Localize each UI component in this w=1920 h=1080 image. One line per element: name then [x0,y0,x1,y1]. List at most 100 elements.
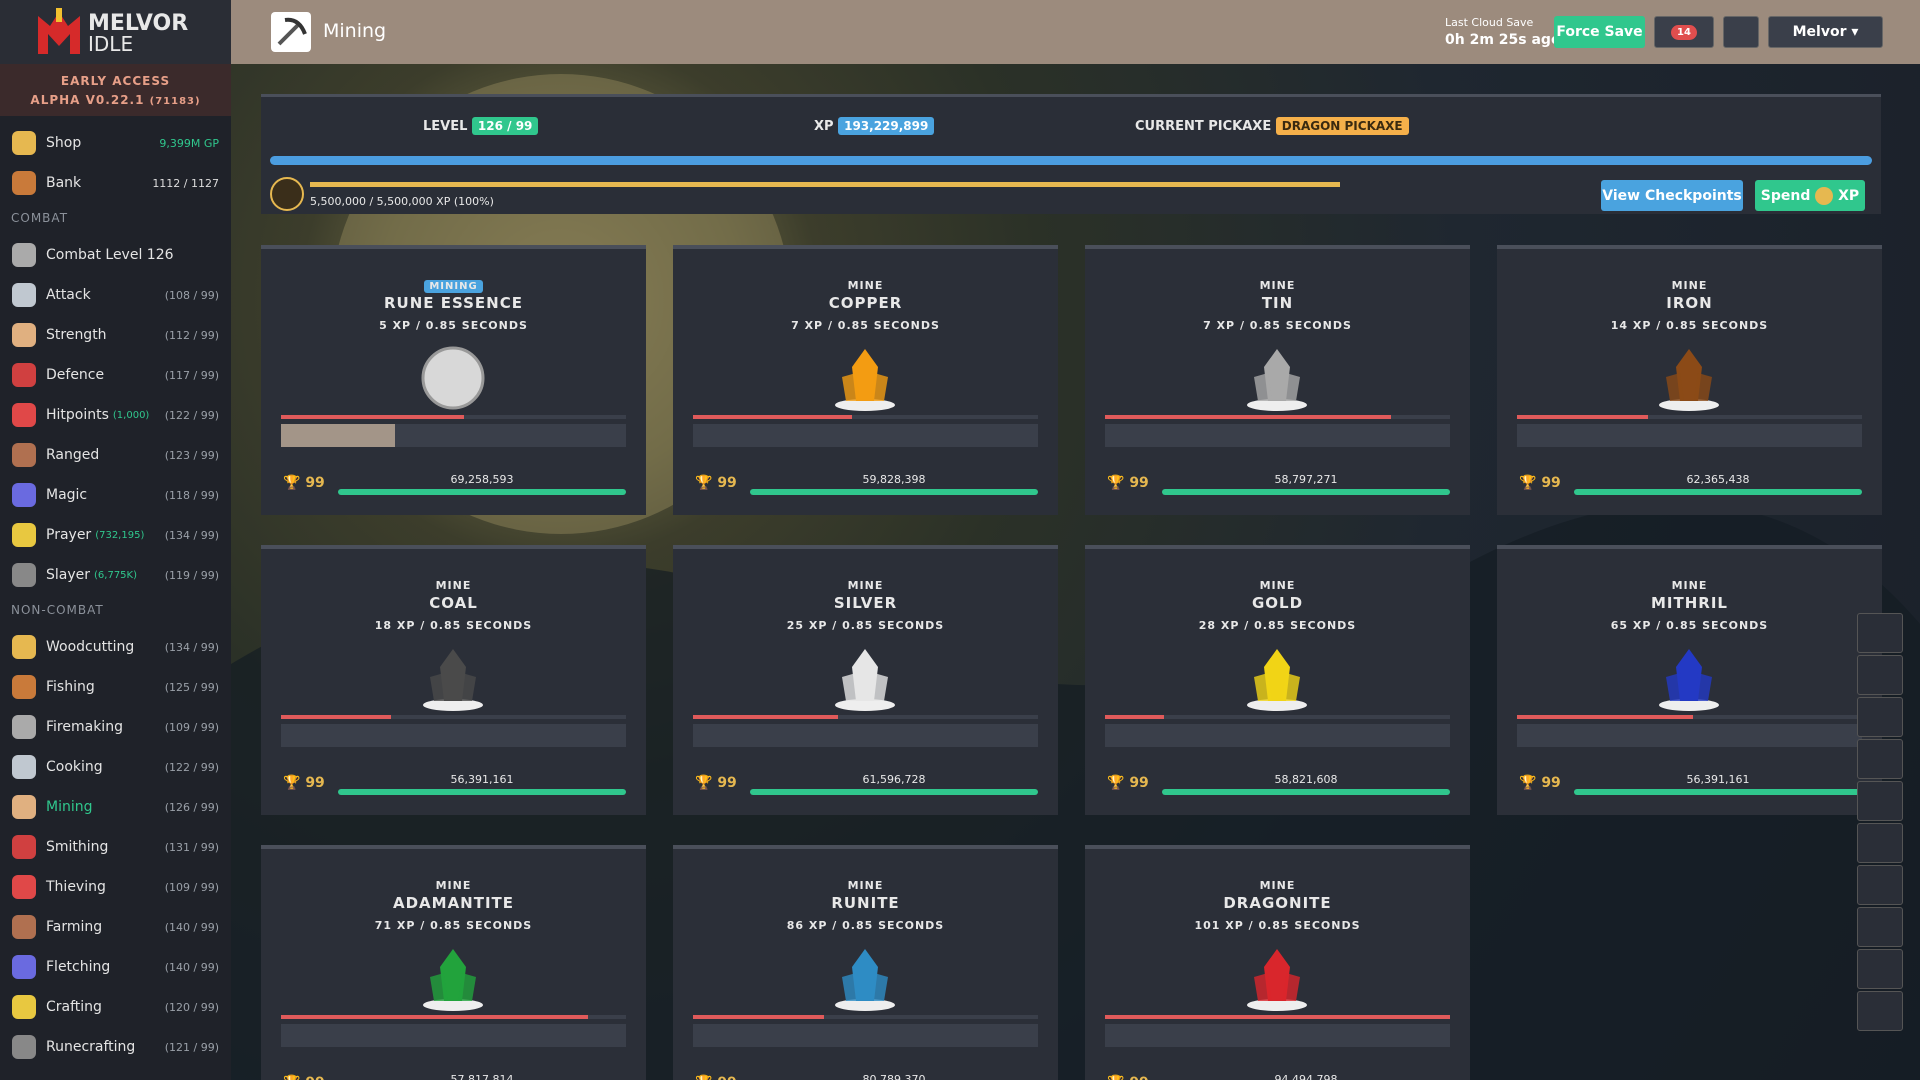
mastery-level-text: 99 [305,475,325,491]
skill-icon [12,635,36,659]
hp-track [1105,415,1450,419]
force-save-button[interactable]: Force Save [1554,16,1645,48]
rock-rate: 65 XP / 0.85 SECONDS [1610,619,1769,632]
pool-text: 5,500,000 / 5,500,000 XP (100%) [310,195,494,208]
xp-label: XP [814,119,834,134]
hp-bar [693,415,852,419]
skill-icon [12,443,36,467]
hp-track [693,1015,1038,1019]
user-menu[interactable]: Melvor ▾ [1768,16,1883,48]
item-name: Magic [46,487,88,503]
skill-icon [12,955,36,979]
sidebar-item[interactable]: Combat Level 126 [0,235,231,275]
rock-card[interactable]: MINE DRAGONITE 101 XP / 0.85 SECONDS 🏆 99 94… [1085,845,1470,1080]
logo-subtitle: IDLE [88,32,134,56]
sidebar-item[interactable]: Cooking (122 / 99) [0,747,231,787]
skill-icon [12,1035,36,1059]
rock-card[interactable]: MINE MITHRIL 65 XP / 0.85 SECONDS 🏆 99 56,39… [1497,545,1882,815]
rock-icon [1654,643,1724,713]
item-name: Fishing [46,679,95,695]
quick-slot[interactable] [1857,991,1903,1031]
sidebar-item[interactable]: Attack (108 / 99) [0,275,231,315]
rock-card[interactable]: MINE IRON 14 XP / 0.85 SECONDS 🏆 99 62,365,4… [1497,245,1882,515]
quick-slot[interactable] [1857,907,1903,947]
sidebar-item[interactable]: Woodcutting (134 / 99) [0,627,231,667]
item-level: (118 / 99) [164,488,219,502]
quick-slot[interactable] [1857,613,1903,653]
mastery-xp: 59,828,398 [862,473,926,486]
spend-xp-button[interactable]: Spend XP [1755,180,1865,211]
skill-icon [12,403,36,427]
mastery-level-text: 99 [1541,775,1561,791]
quick-slot[interactable] [1857,781,1903,821]
rock-card[interactable]: MINE RUNITE 86 XP / 0.85 SECONDS 🏆 99 80,789… [673,845,1058,1080]
rock-card[interactable]: MINE COPPER 7 XP / 0.85 SECONDS 🏆 99 59,828,… [673,245,1058,515]
hp-bar [1105,715,1164,719]
rock-badge: MINE [1497,279,1882,292]
quick-slot[interactable] [1857,697,1903,737]
sidebar-item[interactable]: Farming (140 / 99) [0,907,231,947]
quick-slot[interactable] [1857,823,1903,863]
page-title: Mining [323,20,387,42]
rock-icon [1242,343,1312,413]
level-badge: 126 / 99 [471,117,539,135]
sidebar-item[interactable]: Slayer (6,775K) (119 / 99) [0,555,231,595]
rock-card[interactable]: MINING RUNE ESSENCE 5 XP / 0.85 SECONDS 🏆 9… [261,245,646,515]
item-extra: (1,000) [112,409,150,421]
sidebar-item[interactable]: Crafting (120 / 99) [0,987,231,1027]
sidebar-item[interactable]: Bank 1112 / 1127 [0,163,231,203]
sidebar-item[interactable]: Mining (126 / 99) [0,787,231,827]
rock-badge: MINE [1085,879,1470,892]
skill-icon [12,131,36,155]
skill-icon [12,715,36,739]
sidebar-item[interactable]: Hitpoints (1,000) (122 / 99) [0,395,231,435]
rock-rate: 7 XP / 0.85 SECONDS [1203,319,1352,332]
hp-bar [693,1015,825,1019]
quick-slot[interactable] [1857,739,1903,779]
rock-badge: MINE [673,579,1058,592]
sidebar-item[interactable]: Magic (118 / 99) [0,475,231,515]
progress-track [693,424,1038,447]
sidebar-item[interactable]: Shop 9,399M GP [0,123,231,163]
rock-card[interactable]: MINE GOLD 28 XP / 0.85 SECONDS 🏆 99 58,821,6… [1085,545,1470,815]
item-name: Thieving [46,879,106,895]
rock-card[interactable]: MINE SILVER 25 XP / 0.85 SECONDS 🏆 99 61,596… [673,545,1058,815]
notifications-button[interactable]: 14 [1654,16,1714,48]
item-value: 9,399M GP [159,136,219,150]
sidebar-item[interactable]: Runecrafting (121 / 99) [0,1027,231,1067]
rock-icon [418,643,488,713]
sidebar-item[interactable]: Strength (112 / 99) [0,315,231,355]
progress-track [281,724,626,747]
logo-icon [38,8,80,54]
hp-track [281,715,626,719]
badge-text: MINE [1671,279,1708,292]
quick-slot[interactable] [1857,655,1903,695]
view-checkpoints-button[interactable]: View Checkpoints [1601,180,1743,211]
rock-badge: MINE [673,279,1058,292]
crown-button[interactable] [1723,16,1759,48]
rock-rate: 14 XP / 0.85 SECONDS [1610,319,1769,332]
mastery-level-text: 99 [717,475,737,491]
rock-card[interactable]: MINE COAL 18 XP / 0.85 SECONDS 🏆 99 56,391,1… [261,545,646,815]
spend-unit: XP [1838,187,1860,204]
sidebar-item[interactable]: Smithing (131 / 99) [0,827,231,867]
sidebar-item[interactable]: Firemaking (109 / 99) [0,707,231,747]
sidebar-item[interactable]: Thieving (109 / 99) [0,867,231,907]
badge-text: MINE [435,579,472,592]
pool-fill [310,182,1340,187]
item-name: Farming [46,919,103,935]
sidebar-item[interactable]: Ranged (123 / 99) [0,435,231,475]
rock-name: RUNITE [831,894,900,912]
quick-slot[interactable] [1857,949,1903,989]
item-level: (108 / 99) [164,288,219,302]
rock-card[interactable]: MINE ADAMANTITE 71 XP / 0.85 SECONDS 🏆 99 57… [261,845,646,1080]
item-extra: (6,775K) [94,569,138,581]
sidebar-item[interactable]: Defence (117 / 99) [0,355,231,395]
sidebar-item[interactable]: Prayer (732,195) (134 / 99) [0,515,231,555]
quick-slot[interactable] [1857,865,1903,905]
sidebar-item[interactable]: Fishing (125 / 99) [0,667,231,707]
skill-panel: LEVEL 126 / 99 XP 193,229,899 CURRENT PI… [261,94,1881,214]
sidebar-item[interactable]: Fletching (140 / 99) [0,947,231,987]
rock-card[interactable]: MINE TIN 7 XP / 0.85 SECONDS 🏆 99 58,797,271 [1085,245,1470,515]
item-name: Mining [46,799,93,815]
